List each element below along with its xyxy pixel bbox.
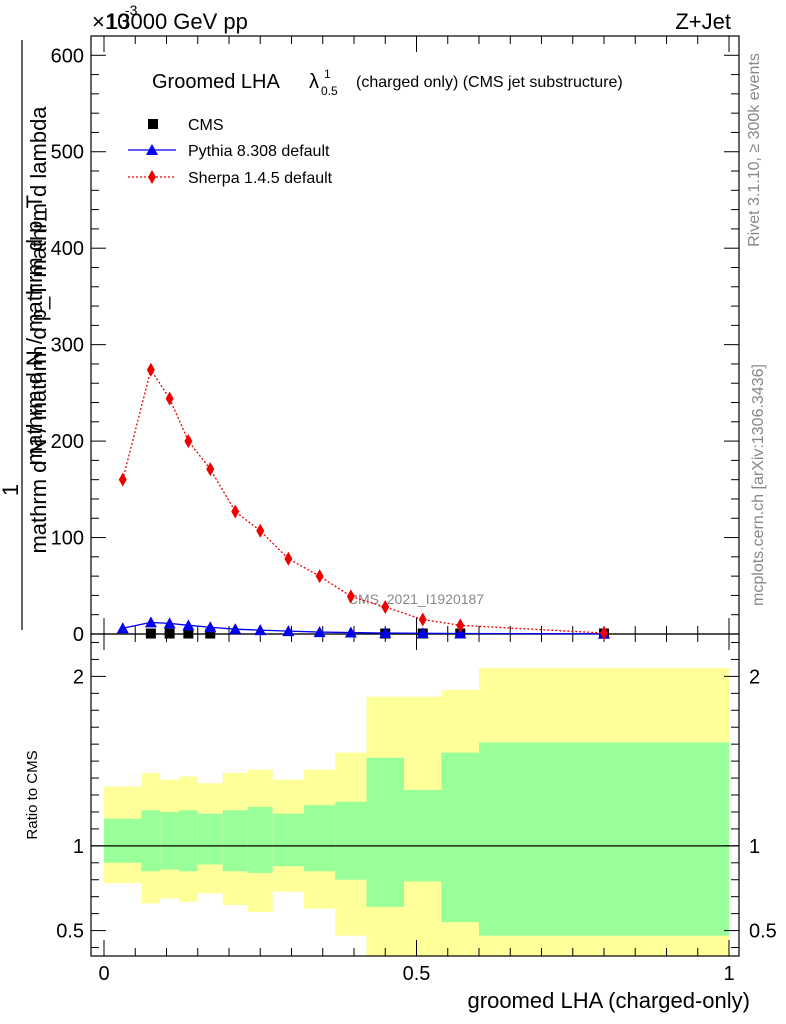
pythia-data-point	[313, 626, 326, 638]
sherpa-data-point	[118, 472, 127, 487]
ylabel-denominator: mathrm d N / mathrm d p_T	[22, 195, 47, 465]
ratio-ytick-label-right: 1	[749, 836, 760, 858]
sherpa-data-point	[256, 523, 265, 538]
pythia-data-point	[454, 627, 467, 639]
ratio-green-band-12	[441, 752, 479, 923]
plot-title-suffix: (charged only) (CMS jet substructure)	[356, 74, 623, 91]
ylabel-numerator: mathrm d N / mathrm d p_T mathrm d lambd…	[26, 106, 51, 554]
cms-data-point	[183, 628, 194, 639]
legend-pythia-marker	[146, 144, 158, 155]
data-series	[116, 362, 610, 641]
main-ytick-label: 100	[51, 528, 84, 550]
axis-tick-labels: 0 100 200 300 400 500 600 0 0.5 1 0.5 0.5 1 1 2 2	[51, 45, 777, 985]
header-multiplier: ×10	[92, 9, 129, 34]
ratio-green-band-0	[104, 818, 142, 863]
ratio-plot-panel	[90, 633, 740, 957]
sherpa-data-point	[456, 618, 465, 633]
plot-title-superscript: 1	[324, 67, 331, 81]
ratio-green-band-11	[404, 789, 442, 882]
main-ylabel: 1 mathrm d N / mathrm d p_T mathrm d lam…	[0, 40, 51, 630]
ratio-green-band-5	[222, 810, 248, 872]
pythia-data-point	[144, 616, 157, 628]
legend-sherpa-marker	[148, 170, 156, 184]
xtick-label: 0.5	[403, 963, 431, 985]
plot-title-symbol: λ	[309, 71, 319, 93]
ratio-green-band-4	[197, 813, 223, 865]
ratio-green-band-2	[160, 811, 179, 870]
legend-sherpa-label: Sherpa 1.4.5 default	[188, 170, 333, 187]
plot-title-main: Groomed LHA	[152, 71, 280, 93]
plot-title: Groomed LHA λ 1 0.5 (charged only) (CMS …	[152, 67, 623, 98]
legend-cms-label: CMS	[188, 117, 224, 134]
xtick-label: 1	[723, 963, 734, 985]
main-ytick-label: 400	[51, 238, 84, 260]
legend-entry-cms: CMS	[148, 117, 224, 134]
rivet-version-label: Rivet 3.1.10, ≥ 300k events	[746, 53, 763, 247]
pythia-data-point	[344, 626, 357, 638]
ratio-ytick-label-right: 2	[749, 666, 760, 688]
ylabel-fraction-top: 1	[0, 484, 23, 496]
ratio-ytick-label-left: 0.5	[56, 921, 84, 943]
mcplots-label: mcplots.cern.ch [arXiv:1306.3436]	[750, 364, 767, 606]
ratio-bands	[91, 667, 739, 956]
pythia-data-point	[416, 627, 429, 639]
ratio-ylabel: Ratio to CMS	[24, 750, 41, 839]
ratio-ytick-label-left: 1	[73, 836, 84, 858]
legend: CMS Pythia 8.308 default Sherpa 1.4.5 de…	[128, 117, 333, 187]
sherpa-data-point	[231, 504, 240, 519]
main-ytick-label: 200	[51, 431, 84, 453]
plot-title-subscript: 0.5	[321, 84, 338, 98]
pythia-data-point	[379, 627, 392, 639]
xaxis-label: groomed LHA (charged-only)	[468, 988, 750, 1013]
cms-data-point	[205, 628, 216, 639]
ratio-ytick-label-right: 0.5	[749, 921, 777, 943]
xtick-label: 0	[98, 963, 109, 985]
legend-pythia-label: Pythia 8.308 default	[188, 143, 330, 160]
main-ytick-label: 300	[51, 335, 84, 357]
ratio-green-band-8	[304, 805, 336, 872]
legend-cms-marker	[148, 119, 158, 129]
main-ytick-label: 0	[73, 624, 84, 646]
ratio-green-band-10	[366, 757, 404, 907]
sherpa-data-point	[284, 551, 293, 566]
pythia-data-point	[116, 622, 129, 634]
legend-entry-sherpa: Sherpa 1.4.5 default	[128, 170, 333, 187]
sherpa-data-point	[600, 626, 608, 641]
cms-data-point	[145, 628, 156, 639]
ratio-green-band-1	[141, 810, 161, 872]
cms-data-point	[164, 628, 175, 639]
header-multiplier-exponent: -3	[125, 2, 138, 18]
sherpa-data-point	[315, 569, 324, 584]
sherpa-data-point	[346, 589, 355, 604]
ratio-green-band-6	[247, 806, 273, 873]
pythia-data-point	[229, 623, 242, 635]
sherpa-data-point	[165, 391, 174, 406]
series-line-1	[122, 621, 605, 635]
header-right-label: Z+Jet	[675, 9, 731, 34]
sherpa-data-point	[206, 462, 215, 477]
pythia-data-point	[254, 624, 267, 636]
ratio-ytick-label-left: 2	[73, 666, 84, 688]
ratio-green-band-9	[335, 801, 367, 880]
legend-entry-pythia: Pythia 8.308 default	[128, 143, 330, 160]
ratio-green-band-7	[272, 813, 304, 867]
sherpa-data-point	[381, 599, 390, 614]
ratio-green-band-13	[479, 742, 729, 936]
series-line-2	[122, 368, 605, 634]
sherpa-data-point	[184, 434, 193, 449]
pythia-data-point	[282, 625, 295, 637]
main-ytick-label: 600	[51, 45, 84, 67]
main-ytick-label: 500	[51, 142, 84, 164]
pythia-data-point	[182, 619, 195, 631]
header-left-label: 13000 GeV pp	[106, 9, 248, 34]
pythia-data-point	[163, 617, 176, 629]
ratio-green-band-3	[179, 810, 198, 872]
analysis-watermark: CMS_2021_I1920187	[348, 591, 484, 607]
pythia-data-point	[204, 621, 217, 633]
sherpa-data-point	[146, 362, 155, 377]
sherpa-data-point	[418, 612, 427, 627]
